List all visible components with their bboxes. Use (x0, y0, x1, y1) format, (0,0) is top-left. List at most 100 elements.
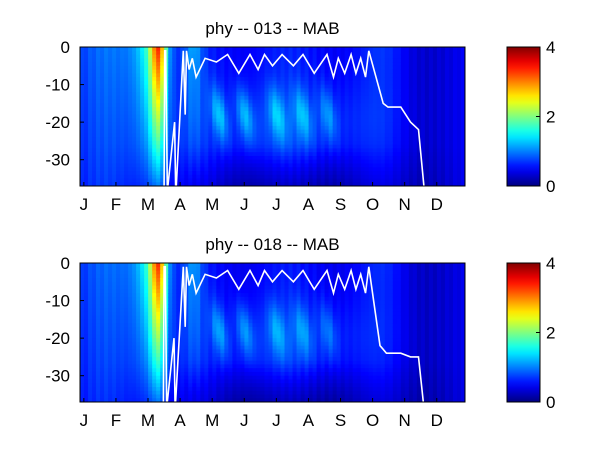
heatmap-cell (416, 50, 422, 56)
heatmap-cell (116, 311, 121, 317)
heatmap-cell (92, 274, 97, 279)
heatmap-cell (148, 390, 153, 396)
heatmap-cell (200, 84, 205, 89)
heatmap-cell (264, 163, 270, 168)
heatmap-cell (384, 110, 390, 116)
heatmap-cell (104, 263, 109, 268)
heatmap-cell (412, 167, 418, 172)
heatmap-cell (188, 107, 193, 112)
heatmap-cell (160, 330, 165, 335)
heatmap-cell (456, 170, 462, 176)
heatmap-cell (188, 174, 193, 180)
heatmap-cell (180, 107, 185, 112)
heatmap-cell (216, 278, 221, 283)
heatmap-cell (444, 170, 450, 176)
heatmap-cell (368, 170, 374, 176)
heatmap-cell (412, 178, 418, 183)
heatmap-cell (100, 62, 105, 67)
heatmap-cell (304, 137, 310, 142)
heatmap-cell (184, 178, 189, 183)
heatmap-cell (252, 167, 258, 172)
heatmap-cell (180, 383, 185, 388)
heatmap-cell (136, 88, 141, 93)
heatmap-cell (216, 95, 221, 101)
heatmap-cell (196, 315, 201, 320)
heatmap-cell (140, 270, 145, 275)
heatmap-cell (80, 315, 85, 320)
heatmap-cell (140, 281, 145, 287)
heatmap-cell (212, 163, 217, 168)
heatmap-cell (128, 345, 133, 351)
heatmap-cell (96, 266, 101, 272)
heatmap-cell (328, 50, 334, 56)
heatmap-cell (116, 338, 121, 343)
heatmap-cell (112, 167, 117, 172)
heatmap-cell (228, 311, 233, 317)
heatmap-cell (460, 170, 465, 176)
heatmap-cell (176, 159, 181, 165)
heatmap-cell (196, 338, 201, 343)
heatmap-cell (152, 80, 157, 86)
heatmap-cell (208, 356, 213, 362)
heatmap-cell (304, 167, 310, 172)
heatmap-cell (84, 54, 89, 59)
heatmap-cell (436, 65, 442, 71)
heatmap-cell (264, 47, 270, 52)
heatmap-cell (228, 334, 233, 339)
heatmap-cell (312, 152, 318, 157)
heatmap-cell (288, 92, 294, 97)
heatmap-cell (144, 274, 149, 279)
heatmap-cell (200, 107, 205, 112)
heatmap-cell (432, 84, 438, 89)
heatmap-cell (360, 144, 366, 150)
heatmap-cell (424, 58, 430, 63)
heatmap-cell (204, 289, 209, 294)
heatmap-cell (212, 103, 217, 108)
heatmap-cell (280, 99, 286, 104)
heatmap-cell (236, 65, 242, 71)
heatmap-cell (428, 174, 434, 180)
heatmap-cell (256, 107, 262, 112)
heatmap-cell (252, 107, 258, 112)
heatmap-cell (192, 375, 197, 381)
heatmap-cell (388, 125, 394, 131)
heatmap-cell (348, 47, 354, 52)
heatmap-cell (248, 99, 254, 104)
heatmap-cell (412, 118, 418, 123)
heatmap-cell (176, 371, 181, 377)
heatmap-cell (324, 47, 330, 52)
heatmap-cell (144, 92, 149, 97)
heatmap-cell (352, 107, 358, 112)
heatmap-cell (392, 110, 398, 116)
heatmap-cell (292, 88, 298, 93)
heatmap-cell (140, 308, 145, 313)
heatmap-cell (448, 92, 454, 97)
heatmap-cell (440, 144, 446, 150)
heatmap-cell (84, 133, 89, 138)
heatmap-cell (152, 137, 157, 142)
heatmap-cell (152, 356, 157, 362)
heatmap-cell (156, 281, 161, 287)
heatmap-cell (248, 65, 254, 71)
heatmap-cell (308, 174, 314, 180)
heatmap-cell (168, 304, 173, 309)
heatmap-cell (324, 107, 330, 112)
heatmap-cell (200, 308, 205, 313)
heatmap-cell (264, 84, 270, 89)
heatmap-cell (260, 77, 266, 82)
heatmap-cell (200, 285, 205, 290)
heatmap-cell (432, 159, 438, 165)
heatmap-cell (376, 69, 382, 74)
heatmap-cell (164, 296, 169, 302)
heatmap-cell (152, 270, 157, 275)
heatmap-cell (316, 159, 322, 165)
heatmap-cell (436, 80, 442, 86)
heatmap-cell (272, 148, 278, 153)
heatmap-cell (180, 159, 185, 165)
heatmap-cell (364, 155, 370, 161)
heatmap-cell (84, 278, 89, 283)
heatmap-cell (148, 311, 153, 317)
heatmap-cell (96, 170, 101, 176)
heatmap-cell (180, 364, 185, 369)
heatmap-cell (156, 319, 161, 324)
